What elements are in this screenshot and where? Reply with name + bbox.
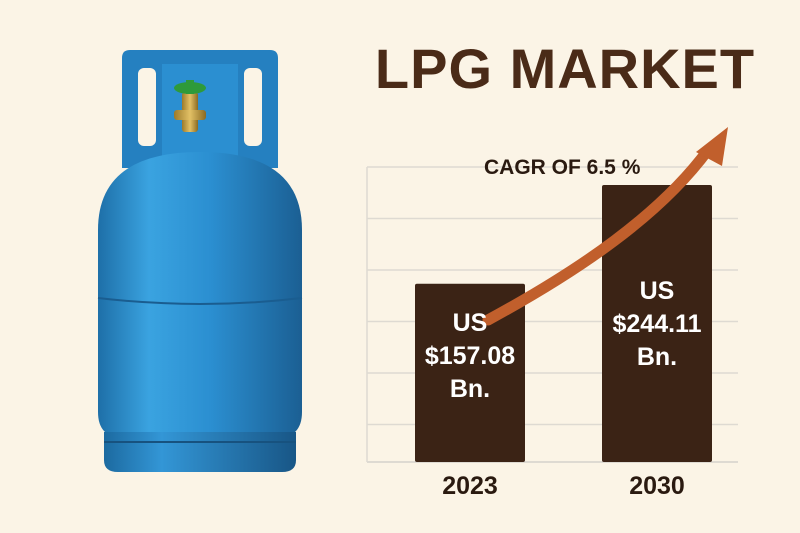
bar-value-line: Bn. [449, 374, 491, 403]
bar-value-line: $244.11 [612, 310, 702, 339]
chart-bars [415, 185, 712, 462]
cagr-annotation: CAGR OF 6.5 % [484, 156, 641, 179]
bar-2030 [602, 185, 712, 462]
bar-value-line: US [452, 308, 488, 337]
bar-value-label-2023: US $157.08 Bn. [415, 307, 525, 406]
gas-cylinder-icon [97, 50, 303, 472]
growth-arrow-icon [482, 127, 728, 326]
bar-2023 [415, 283, 525, 462]
page-title: LPG MARKET [374, 37, 756, 100]
bar-value-line: Bn. [636, 343, 678, 372]
x-tick-label-2023: 2023 [442, 472, 498, 500]
bar-value-line: US [639, 277, 675, 306]
bar-value-line: $157.08 [424, 341, 516, 370]
x-tick-label-2030: 2030 [629, 472, 685, 500]
growth-arrow-head [696, 127, 728, 166]
bar-value-label-2030: US $244.11 Bn. [602, 275, 712, 374]
growth-arrow-shaft [482, 144, 714, 326]
